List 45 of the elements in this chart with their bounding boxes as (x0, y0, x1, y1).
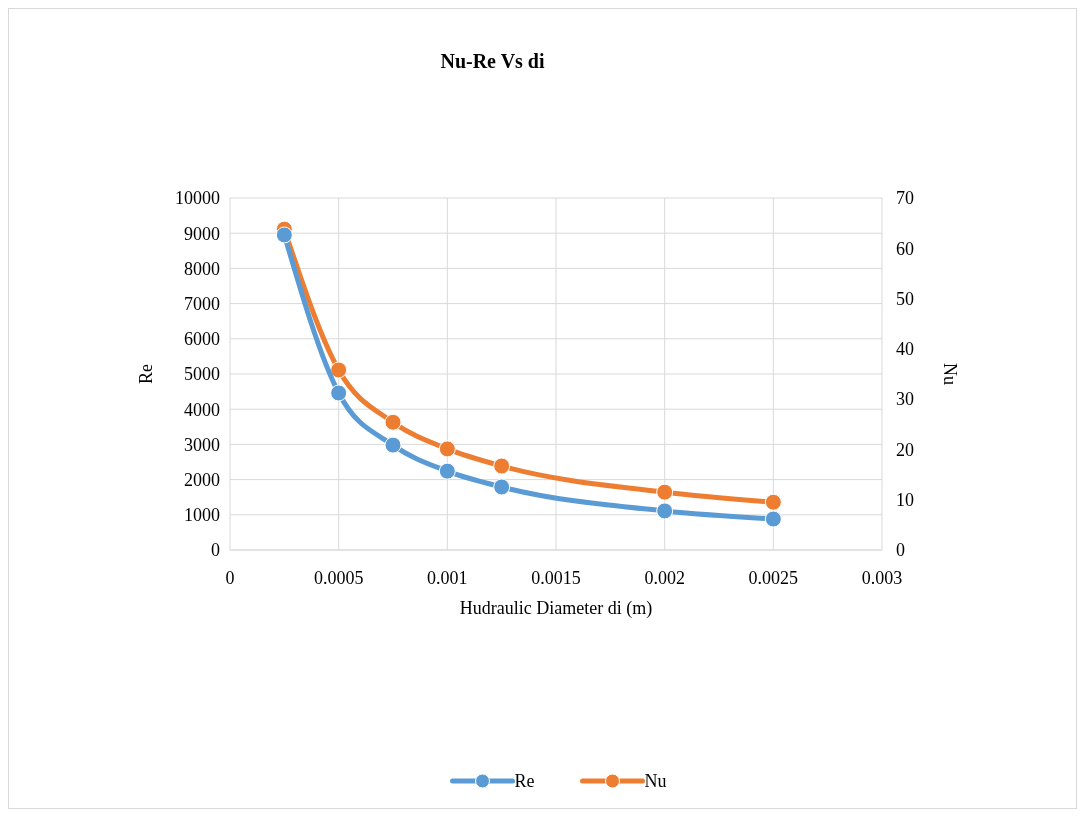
y2-tick-label: 20 (896, 439, 914, 460)
point (330, 361, 348, 379)
y2-tick-label: 50 (896, 288, 914, 309)
y2-tick-label: 70 (896, 188, 914, 209)
x-tick-label: 0.002 (644, 568, 685, 588)
y-tick-label: 10000 (175, 188, 220, 209)
x-tick-label: 0.0005 (313, 568, 364, 588)
y2-axis-title: Nu (940, 363, 960, 385)
x-tick-label: 0 (225, 568, 235, 588)
y2-tick-label: 30 (896, 389, 914, 410)
point (656, 483, 674, 501)
point (493, 457, 511, 475)
y-axis-title: Re (136, 363, 156, 384)
point (384, 436, 402, 454)
y2-tick-label: 0 (896, 540, 905, 561)
y-tick-label: 1000 (184, 505, 220, 526)
legend-label: Nu (644, 771, 667, 792)
y-tick-label: 0 (211, 540, 220, 561)
point (275, 226, 293, 244)
point (493, 478, 511, 496)
point (330, 384, 348, 402)
y-tick-label: 2000 (184, 469, 220, 490)
x-tick-label: 0.0025 (748, 568, 799, 588)
point (384, 413, 402, 431)
point (764, 493, 782, 511)
chart-title: Nu-Re Vs di (440, 50, 545, 72)
y-tick-label: 3000 (184, 434, 220, 455)
x-tick-label: 0.001 (427, 568, 468, 588)
y2-tick-label: 40 (896, 339, 914, 360)
y2-tick-label: 10 (896, 490, 914, 511)
y-tick-label: 7000 (184, 293, 220, 314)
point (438, 440, 456, 458)
point (764, 510, 782, 528)
y-tick-label: 5000 (184, 364, 220, 385)
y-tick-label: 4000 (184, 399, 220, 420)
legend-label: Re (514, 771, 535, 792)
y-tick-label: 9000 (184, 223, 220, 244)
y-tick-label: 8000 (184, 258, 220, 279)
y-tick-label: 6000 (184, 329, 220, 350)
y2-tick-label: 60 (896, 238, 914, 259)
x-tick-label: 0.003 (861, 568, 903, 588)
x-axis-title: Hudraulic Diameter di (m) (459, 598, 653, 619)
point (656, 502, 674, 520)
x-tick-label: 0.0015 (531, 568, 581, 588)
point (438, 462, 456, 480)
